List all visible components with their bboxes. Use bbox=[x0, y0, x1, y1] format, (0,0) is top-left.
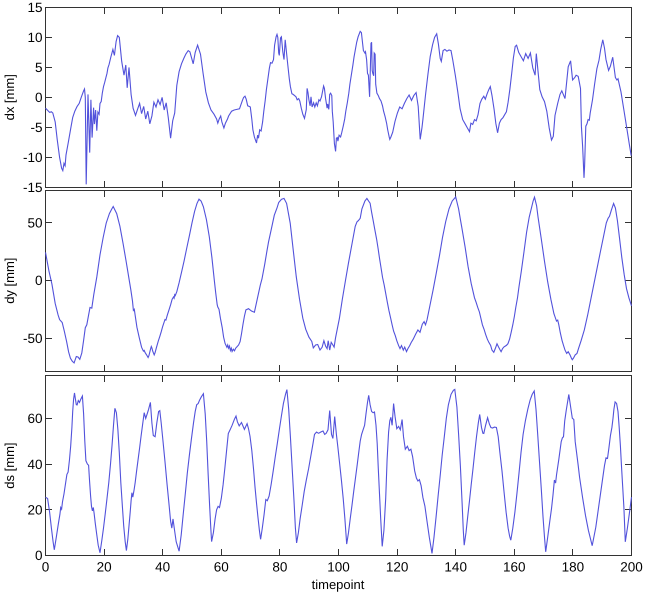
svg-text:40: 40 bbox=[27, 457, 42, 472]
svg-text:-50: -50 bbox=[23, 331, 43, 346]
svg-text:10: 10 bbox=[27, 30, 42, 45]
svg-text:0: 0 bbox=[42, 560, 50, 575]
svg-text:160: 160 bbox=[503, 560, 526, 575]
svg-text:dx [mm]: dx [mm] bbox=[2, 74, 17, 120]
svg-text:40: 40 bbox=[155, 560, 170, 575]
svg-text:60: 60 bbox=[214, 560, 229, 575]
svg-text:-15: -15 bbox=[23, 180, 43, 195]
svg-text:140: 140 bbox=[444, 560, 467, 575]
svg-text:0: 0 bbox=[35, 90, 43, 105]
svg-text:15: 15 bbox=[27, 0, 42, 15]
svg-text:ds [mm]: ds [mm] bbox=[2, 442, 17, 488]
svg-text:timepoint: timepoint bbox=[312, 577, 365, 592]
svg-text:50: 50 bbox=[27, 216, 42, 231]
svg-text:120: 120 bbox=[386, 560, 409, 575]
svg-text:200: 200 bbox=[620, 560, 643, 575]
svg-text:-5: -5 bbox=[30, 120, 42, 135]
svg-text:0: 0 bbox=[35, 273, 43, 288]
svg-text:0: 0 bbox=[35, 548, 43, 563]
svg-text:80: 80 bbox=[272, 560, 287, 575]
svg-text:-10: -10 bbox=[23, 150, 43, 165]
svg-text:60: 60 bbox=[27, 411, 42, 426]
svg-text:20: 20 bbox=[27, 503, 42, 518]
svg-text:180: 180 bbox=[562, 560, 585, 575]
svg-text:5: 5 bbox=[35, 60, 43, 75]
svg-text:dy [mm]: dy [mm] bbox=[2, 258, 17, 304]
svg-text:20: 20 bbox=[97, 560, 112, 575]
svg-text:100: 100 bbox=[327, 560, 350, 575]
